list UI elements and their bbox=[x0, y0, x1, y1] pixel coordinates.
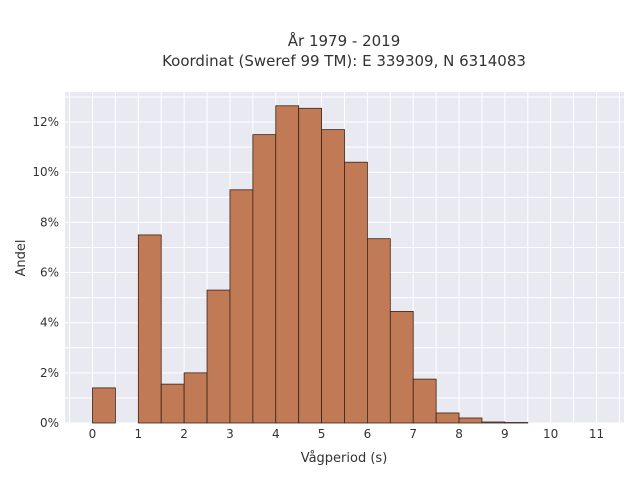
y-tick-label: 12% bbox=[32, 115, 59, 129]
histogram-bar bbox=[298, 107, 322, 424]
x-tick-label: 1 bbox=[134, 427, 142, 441]
histogram-bar bbox=[275, 105, 300, 424]
histogram-bar bbox=[183, 372, 208, 424]
y-tick-label: 8% bbox=[40, 215, 59, 229]
y-tick-label: 6% bbox=[40, 266, 59, 280]
chart-subtitle: Koordinat (Sweref 99 TM): E 339309, N 63… bbox=[162, 52, 526, 70]
y-axis-ticks: 0% 2% 4% 6% 8% 10% 12% bbox=[32, 115, 59, 430]
x-tick-label: 7 bbox=[409, 427, 417, 441]
histogram-bar bbox=[458, 417, 483, 424]
x-axis-label: Vågperiod (s) bbox=[301, 451, 388, 466]
x-tick-label: 9 bbox=[501, 427, 509, 441]
x-tick-label: 2 bbox=[180, 427, 188, 441]
y-tick-label: 0% bbox=[40, 416, 59, 430]
histogram-bar bbox=[137, 234, 162, 424]
histogram-bar bbox=[367, 238, 391, 424]
histogram-bar bbox=[160, 383, 185, 424]
histogram-bar bbox=[321, 129, 345, 424]
histogram-bar bbox=[206, 289, 231, 424]
x-tick-label: 10 bbox=[543, 427, 558, 441]
histogram-bar bbox=[412, 378, 437, 424]
y-axis-label: Andel bbox=[14, 240, 29, 277]
chart-title: År 1979 - 2019 bbox=[288, 31, 401, 50]
histogram-bar bbox=[435, 412, 460, 424]
y-tick-label: 10% bbox=[32, 165, 59, 179]
x-tick-label: 6 bbox=[364, 427, 372, 441]
histogram-bar bbox=[344, 161, 368, 424]
x-tick-label: 3 bbox=[226, 427, 234, 441]
y-tick-label: 4% bbox=[40, 316, 59, 330]
x-tick-label: 5 bbox=[318, 427, 326, 441]
histogram-bars bbox=[92, 105, 529, 424]
histogram-bar bbox=[229, 189, 254, 424]
x-tick-label: 8 bbox=[455, 427, 463, 441]
histogram-bar bbox=[92, 387, 116, 424]
x-tick-label: 0 bbox=[89, 427, 97, 441]
histogram-bar bbox=[389, 311, 414, 424]
y-tick-label: 2% bbox=[40, 366, 59, 380]
x-tick-label: 11 bbox=[589, 427, 604, 441]
x-tick-label: 4 bbox=[272, 427, 280, 441]
histogram-bar bbox=[504, 422, 529, 424]
histogram-bar bbox=[252, 134, 277, 424]
histogram-bar bbox=[481, 421, 506, 424]
x-axis-ticks: 0 1 2 3 4 5 6 7 8 9 10 11 bbox=[89, 427, 604, 441]
